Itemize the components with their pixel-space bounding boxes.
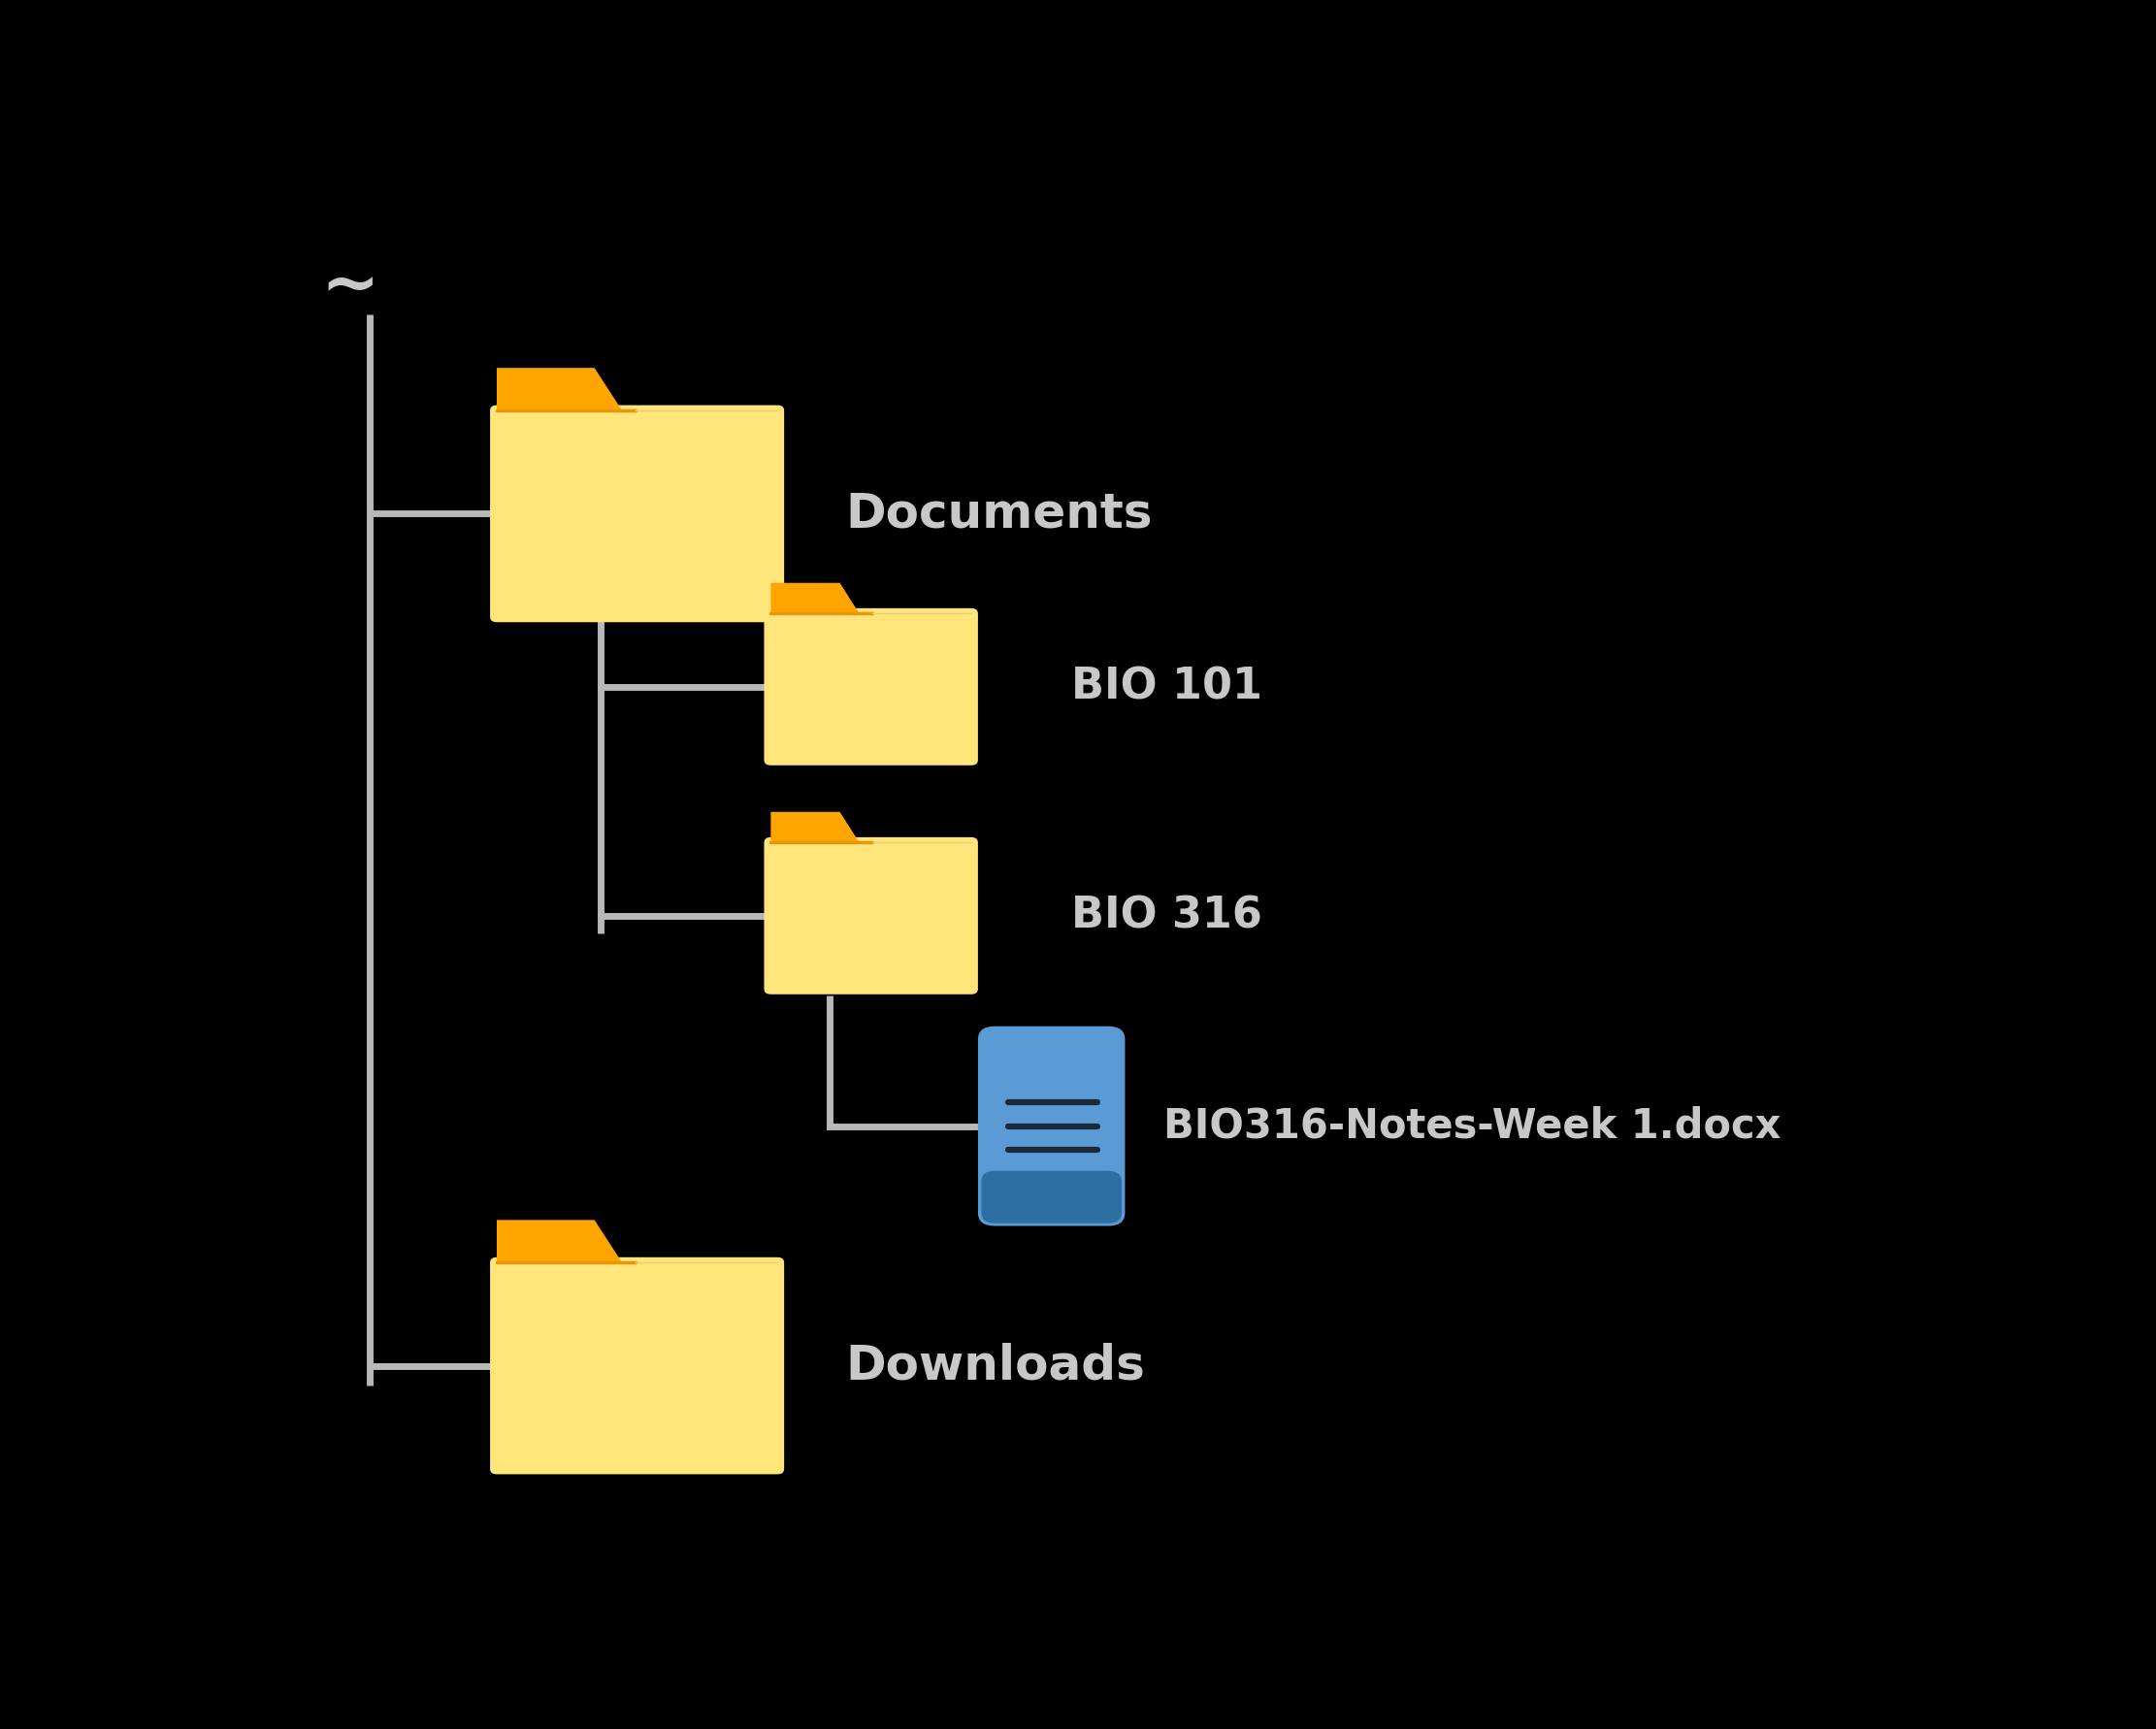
Text: Documents: Documents xyxy=(845,491,1153,538)
FancyBboxPatch shape xyxy=(763,609,979,766)
Polygon shape xyxy=(772,813,860,842)
Polygon shape xyxy=(496,368,623,410)
FancyBboxPatch shape xyxy=(489,405,785,622)
Text: BIO 101: BIO 101 xyxy=(1072,666,1263,707)
FancyBboxPatch shape xyxy=(981,1171,1121,1224)
Text: Downloads: Downloads xyxy=(845,1342,1145,1388)
Polygon shape xyxy=(496,1221,623,1262)
Polygon shape xyxy=(772,583,860,614)
FancyBboxPatch shape xyxy=(763,837,979,994)
Text: BIO316-Notes-Week 1.docx: BIO316-Notes-Week 1.docx xyxy=(1164,1107,1781,1146)
Text: ~: ~ xyxy=(321,254,379,322)
FancyBboxPatch shape xyxy=(489,1257,785,1475)
Text: BIO 316: BIO 316 xyxy=(1072,896,1263,937)
FancyBboxPatch shape xyxy=(979,1027,1125,1226)
